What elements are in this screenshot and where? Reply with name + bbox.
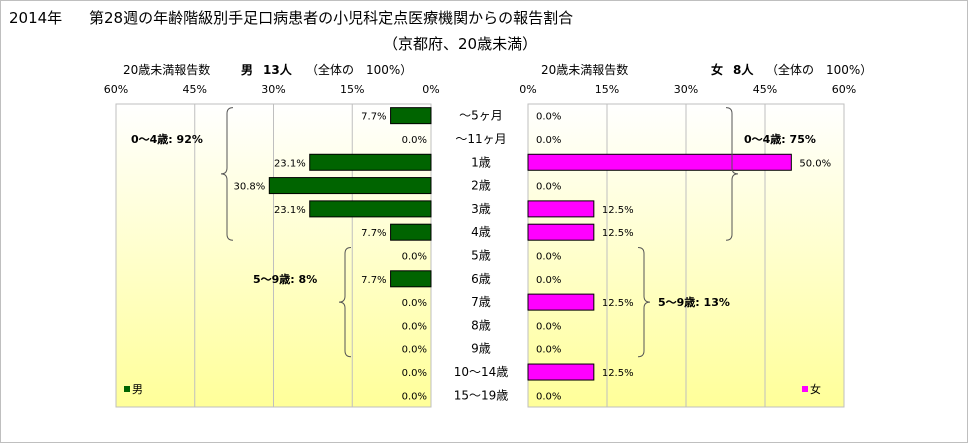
female-bar (527, 153, 792, 171)
category-label: 15〜19歳 (454, 388, 509, 402)
male-brace (220, 107, 234, 241)
category-label: 6歳 (471, 272, 491, 286)
female-data-label: 12.5% (602, 205, 634, 216)
male-bar (390, 270, 432, 288)
female-brace (637, 247, 651, 358)
category-label: 2歳 (471, 179, 491, 193)
male-data-label: 0.0% (402, 345, 427, 356)
category-label: 7歳 (471, 295, 491, 309)
female-data-label: 0.0% (536, 112, 561, 123)
male-tick-label: 0% (422, 83, 439, 96)
male-bar (268, 177, 432, 195)
female-header-sex: 女 (711, 63, 724, 77)
male-annotation: 0〜4歳: 92% (131, 132, 203, 146)
female-tick-label: 0% (519, 83, 536, 96)
female-tick-label: 60% (832, 83, 856, 96)
female-annotation: 5〜9歳: 13% (658, 295, 730, 309)
category-label: 9歳 (471, 342, 491, 356)
male-data-label: 7.7% (361, 275, 386, 286)
male-data-label: 7.7% (361, 112, 386, 123)
female-header-count: 8人 (733, 63, 754, 77)
female-data-label: 0.0% (536, 391, 561, 402)
female-data-label: 0.0% (536, 345, 561, 356)
female-header-label: 20歳未満報告数 (541, 63, 629, 77)
female-data-label: 12.5% (602, 298, 634, 309)
male-bar (309, 153, 432, 171)
female-data-label: 0.0% (536, 135, 561, 146)
female-data-label: 0.0% (536, 321, 561, 332)
category-label: 5歳 (471, 249, 491, 263)
male-header-count: 13人 (263, 63, 292, 77)
male-brace (338, 247, 352, 358)
male-data-label: 0.0% (402, 135, 427, 146)
male-header-sex: 男 (241, 63, 254, 77)
male-annotation: 5〜9歳: 8% (253, 272, 317, 286)
male-data-label: 23.1% (274, 158, 306, 169)
female-data-label: 0.0% (536, 275, 561, 286)
male-data-label: 0.0% (402, 252, 427, 263)
female-bar (527, 200, 595, 218)
male-bar (390, 107, 432, 125)
female-header-total: （全体の 100%） (766, 63, 873, 77)
female-bar (527, 293, 595, 311)
female-brace (725, 107, 739, 241)
male-bar (390, 223, 432, 241)
category-label: 1歳 (471, 155, 491, 169)
category-label: 8歳 (471, 318, 491, 332)
male-legend-swatch (124, 386, 130, 392)
category-label: 3歳 (471, 202, 491, 216)
chart-subtitle: （京都府、20歳未満） (383, 35, 538, 53)
female-bar (527, 223, 595, 241)
year-label: 2014年 (9, 9, 63, 27)
female-data-label: 0.0% (536, 252, 561, 263)
male-data-label: 30.8% (234, 182, 266, 193)
female-legend-swatch (802, 386, 808, 392)
female-annotation: 0〜4歳: 75% (744, 132, 816, 146)
male-header-total: （全体の 100%） (306, 63, 413, 77)
female-data-label: 12.5% (602, 228, 634, 239)
female-data-label: 0.0% (536, 182, 561, 193)
male-tick-label: 30% (261, 83, 285, 96)
category-label: 10〜14歳 (454, 365, 509, 379)
category-label: 〜5ヶ月 (459, 109, 503, 123)
male-legend-label: 男 (132, 383, 143, 396)
category-label: 4歳 (471, 225, 491, 239)
female-data-label: 12.5% (602, 368, 634, 379)
female-legend-label: 女 (810, 382, 821, 396)
category-label: 〜11ヶ月 (455, 132, 506, 146)
male-header-label: 20歳未満報告数 (123, 63, 211, 77)
female-bar (527, 363, 595, 381)
female-data-label: 50.0% (799, 158, 831, 169)
female-tick-label: 30% (674, 83, 698, 96)
male-data-label: 23.1% (274, 205, 306, 216)
male-bar (309, 200, 432, 218)
male-data-label: 0.0% (402, 321, 427, 332)
male-tick-label: 15% (340, 83, 364, 96)
male-data-label: 0.0% (402, 298, 427, 309)
chart-title: 第28週の年齢階級別手足口病患者の小児科定点医療機関からの報告割合 (89, 9, 574, 27)
male-tick-label: 60% (104, 83, 128, 96)
female-tick-label: 45% (753, 83, 777, 96)
male-data-label: 7.7% (361, 228, 386, 239)
female-tick-label: 15% (595, 83, 619, 96)
male-tick-label: 45% (183, 83, 207, 96)
male-data-label: 0.0% (402, 391, 427, 402)
male-data-label: 0.0% (402, 368, 427, 379)
